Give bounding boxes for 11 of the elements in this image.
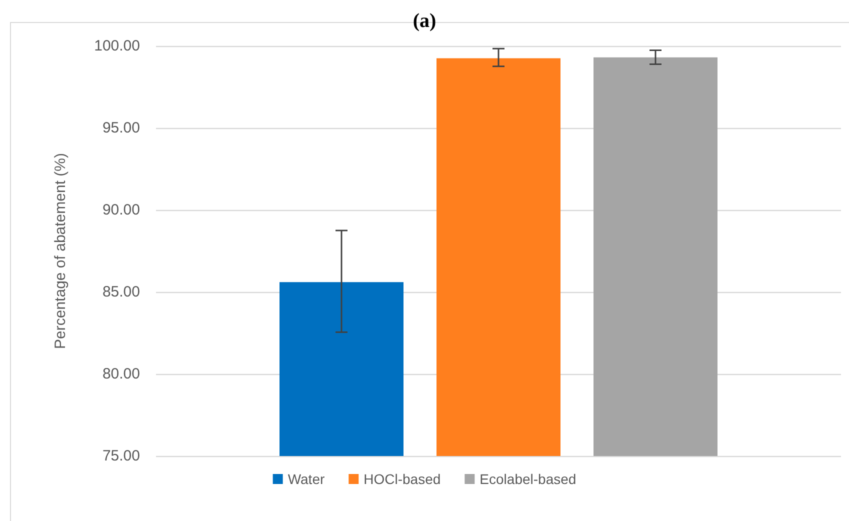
- legend-label: HOCl-based: [364, 471, 441, 487]
- y-tick-label: 85.00: [102, 284, 140, 300]
- y-axis-title: Percentage of abatement (%): [52, 153, 69, 349]
- y-tick-label: 75.00: [102, 448, 140, 464]
- legend-label: Ecolabel-based: [480, 471, 576, 487]
- y-tick-label: 100.00: [94, 38, 140, 54]
- legend-label: Water: [288, 471, 325, 487]
- y-tick-label: 95.00: [102, 120, 140, 136]
- y-tick-label: 80.00: [102, 366, 140, 382]
- y-tick-label: 90.00: [102, 202, 140, 218]
- chart-title: (a): [412, 10, 436, 32]
